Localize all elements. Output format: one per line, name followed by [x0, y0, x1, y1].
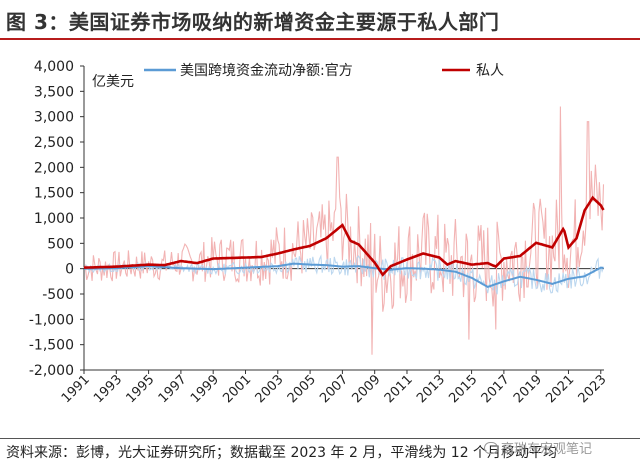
- axis-labels: 4,000 3,500 3,000 2,500 2,000 1,500 1,000 500 0 -…: [29, 59, 610, 406]
- x-tick-label: 2019: [511, 372, 545, 406]
- raw-series-layer: [83, 106, 605, 355]
- title-divider: [0, 38, 640, 40]
- private-smooth-line: [83, 195, 605, 277]
- y-tick-label: 4,000: [34, 59, 74, 75]
- x-tick-label: 2005: [285, 372, 319, 406]
- x-tick-label: 2003: [253, 372, 287, 406]
- y-tick-label: -2,000: [29, 363, 74, 379]
- y-tick-label: 500: [47, 236, 74, 252]
- x-tick-label: 2009: [350, 372, 384, 406]
- y-tick-label: -1,500: [29, 338, 74, 354]
- y-tick-label: 2,500: [34, 135, 74, 151]
- x-tick-label: 2021: [543, 372, 577, 406]
- watermark: 高瑞东宏观笔记: [484, 438, 592, 457]
- official-raw-line: [83, 254, 605, 295]
- x-tick-label: 2023: [576, 372, 610, 406]
- line-chart: 4,000 3,500 3,000 2,500 2,000 1,500 1,000 500 0 -…: [29, 59, 610, 406]
- wechat-icon: [484, 442, 498, 454]
- x-tick-label: 2015: [446, 372, 480, 406]
- legend-label-official: 美国跨境资金流动净额:官方: [180, 63, 353, 79]
- smooth-series-layer: [83, 195, 605, 289]
- y-tick-label: 1,500: [34, 186, 74, 202]
- chart-title: 图 3：美国证券市场吸纳的新增资金主要源于私人部门: [6, 10, 500, 34]
- y-tick-label: -500: [42, 287, 74, 303]
- x-tick-label: 2017: [479, 372, 513, 406]
- source-note: 资料来源：彭博，光大证券研究所；数据截至 2023 年 2 月，平滑线为 12 …: [6, 445, 558, 461]
- x-tick-label: 1997: [156, 372, 190, 406]
- y-tick-label: 0: [65, 262, 74, 278]
- footer-divider: [0, 438, 640, 439]
- watermark-text: 高瑞东宏观笔记: [501, 442, 593, 457]
- x-tick-label: 1999: [188, 372, 222, 406]
- axes: [80, 65, 604, 374]
- y-tick-label: 3,000: [34, 110, 74, 126]
- y-tick-label: 2,000: [34, 160, 74, 176]
- private-raw-line: [83, 106, 605, 355]
- y-tick-label: 3,500: [34, 84, 74, 100]
- y-tick-label: 1,000: [34, 211, 74, 227]
- legend: 美国跨境资金流动净额:官方 私人: [144, 63, 504, 79]
- x-tick-label: 2001: [220, 372, 254, 406]
- legend-label-private: 私人: [476, 63, 504, 79]
- y-axis-unit: 亿美元: [92, 74, 134, 90]
- x-tick-label: 2007: [317, 372, 351, 406]
- x-tick-label: 2011: [382, 372, 416, 406]
- x-tick-label: 1995: [123, 372, 157, 406]
- x-tick-label: 2013: [414, 372, 448, 406]
- x-tick-label: 1993: [91, 372, 125, 406]
- official-smooth-line: [83, 262, 604, 289]
- y-tick-label: -1,000: [29, 312, 74, 328]
